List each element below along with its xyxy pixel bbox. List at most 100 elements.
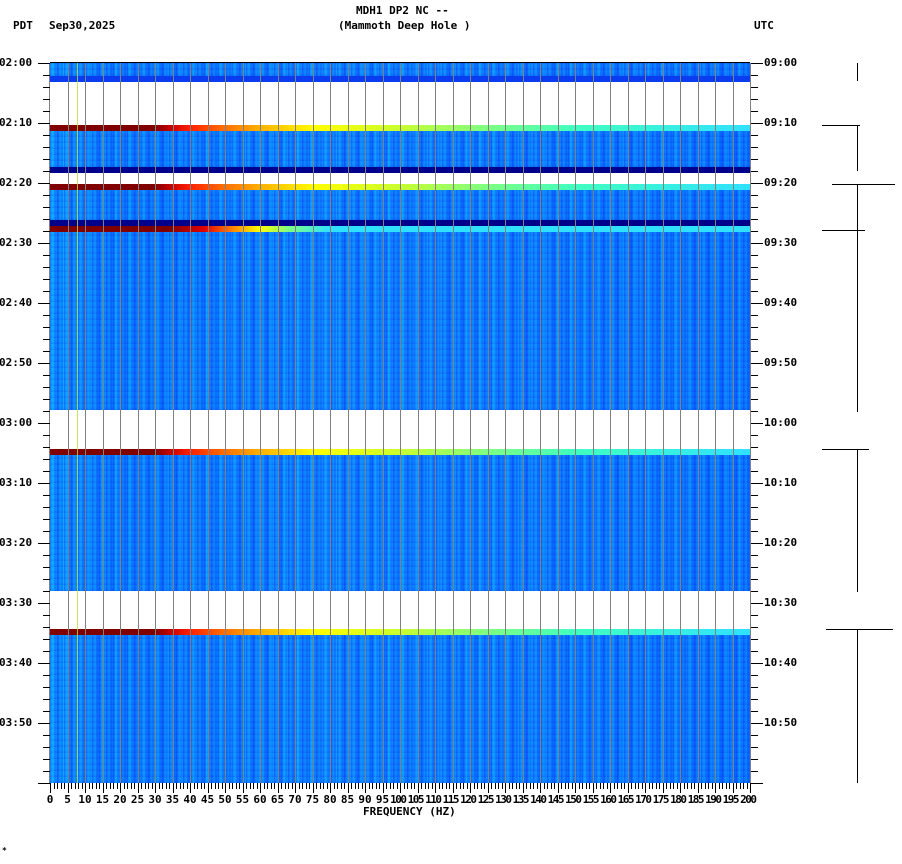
right-tick	[751, 639, 758, 640]
frequency-tick	[288, 783, 289, 789]
frequency-tick	[624, 783, 625, 789]
frequency-tick	[634, 783, 636, 789]
x-axis-label: FREQUENCY (HZ)	[363, 805, 456, 818]
frequency-tick	[253, 783, 254, 789]
right-time-label: 10:10	[764, 476, 798, 489]
frequency-tick	[88, 783, 90, 789]
left-tick	[43, 735, 50, 736]
left-tick	[43, 327, 50, 328]
frequency-tick	[183, 783, 184, 789]
right-tick	[751, 363, 763, 364]
frequency-tick-label: 200	[740, 793, 757, 806]
frequency-tick	[438, 783, 440, 789]
frequency-tick	[421, 783, 422, 789]
frequency-tick	[452, 783, 454, 793]
right-timezone-label: UTC	[754, 19, 774, 32]
frequency-tick	[669, 783, 671, 789]
frequency-tick-label: 50	[218, 793, 232, 806]
left-tick	[43, 195, 50, 196]
frequency-tick	[743, 783, 744, 789]
frequency-tick	[414, 783, 415, 789]
frequency-tick	[260, 783, 261, 793]
left-tick	[43, 411, 50, 412]
frequency-tick	[666, 783, 667, 789]
frequency-tick	[589, 783, 590, 789]
right-tick	[751, 531, 758, 532]
frequency-tick	[750, 783, 751, 793]
left-tick	[43, 555, 50, 556]
left-tick	[43, 219, 50, 220]
frequency-tick-label: 105	[407, 793, 425, 806]
frequency-tick	[344, 783, 345, 789]
right-tick	[751, 711, 758, 712]
left-tick	[43, 231, 50, 232]
left-time-label: 03:20	[0, 536, 33, 549]
frequency-tick	[596, 783, 597, 789]
right-tick	[751, 351, 758, 352]
frequency-tick	[200, 783, 202, 789]
frequency-tick	[298, 783, 300, 789]
right-tick	[751, 543, 763, 544]
left-tick	[38, 483, 50, 484]
left-time-label: 03:50	[0, 716, 33, 729]
right-tick	[751, 423, 763, 424]
left-tick	[43, 759, 50, 760]
left-time-label: 02:40	[0, 296, 33, 309]
frequency-tick	[85, 783, 86, 793]
frequency-tick	[120, 783, 121, 793]
frequency-tick	[204, 783, 205, 789]
frequency-tick	[526, 783, 527, 789]
right-time-label: 09:30	[764, 236, 798, 249]
frequency-tick	[424, 783, 426, 789]
frequency-tick	[358, 783, 359, 789]
frequency-tick	[739, 783, 741, 789]
left-time-label: 03:00	[0, 416, 33, 429]
frequency-tick	[746, 783, 748, 789]
right-tick	[751, 411, 758, 412]
frequency-tick	[491, 783, 492, 789]
frequency-tick	[312, 783, 314, 793]
frequency-tick	[428, 783, 429, 789]
frequency-tick	[277, 783, 279, 793]
frequency-tick	[127, 783, 128, 789]
right-time-label: 10:20	[764, 536, 798, 549]
frequency-tick	[396, 783, 398, 789]
frequency-tick-label: 125	[477, 793, 495, 806]
frequency-tick	[508, 783, 510, 789]
frequency-tick	[361, 783, 363, 789]
frequency-tick	[235, 783, 237, 789]
right-tick	[751, 651, 758, 652]
date-label: Sep30,2025	[49, 19, 116, 32]
frequency-tick	[585, 783, 587, 789]
frequency-tick	[92, 783, 93, 789]
frequency-tick	[501, 783, 503, 789]
right-axis-line	[750, 63, 751, 783]
left-tick	[43, 579, 50, 580]
frequency-tick	[64, 783, 65, 789]
frequency-tick-label: 145	[547, 793, 565, 806]
frequency-tick-label: 40	[183, 793, 197, 806]
left-tick	[43, 747, 50, 748]
right-tick	[751, 519, 758, 520]
left-time-label: 02:10	[0, 116, 33, 129]
left-tick	[38, 303, 50, 304]
frequency-tick	[333, 783, 335, 789]
frequency-tick	[680, 783, 681, 793]
frequency-tick-label: 175	[652, 793, 670, 806]
frequency-tick	[571, 783, 573, 789]
frequency-tick	[718, 783, 720, 789]
frequency-tick-label: 190	[705, 793, 722, 806]
frequency-tick	[232, 783, 233, 789]
frequency-tick	[134, 783, 135, 789]
frequency-tick	[81, 783, 83, 789]
right-tick	[751, 495, 758, 496]
frequency-tick-label: 10	[78, 793, 92, 806]
frequency-tick	[592, 783, 594, 793]
frequency-tick	[351, 783, 352, 789]
footer-mark: *	[2, 846, 7, 855]
frequency-tick	[498, 783, 499, 789]
frequency-tick	[50, 783, 51, 793]
frequency-tick	[431, 783, 433, 789]
station-title: MDH1 DP2 NC --	[356, 4, 449, 17]
left-tick	[43, 447, 50, 448]
